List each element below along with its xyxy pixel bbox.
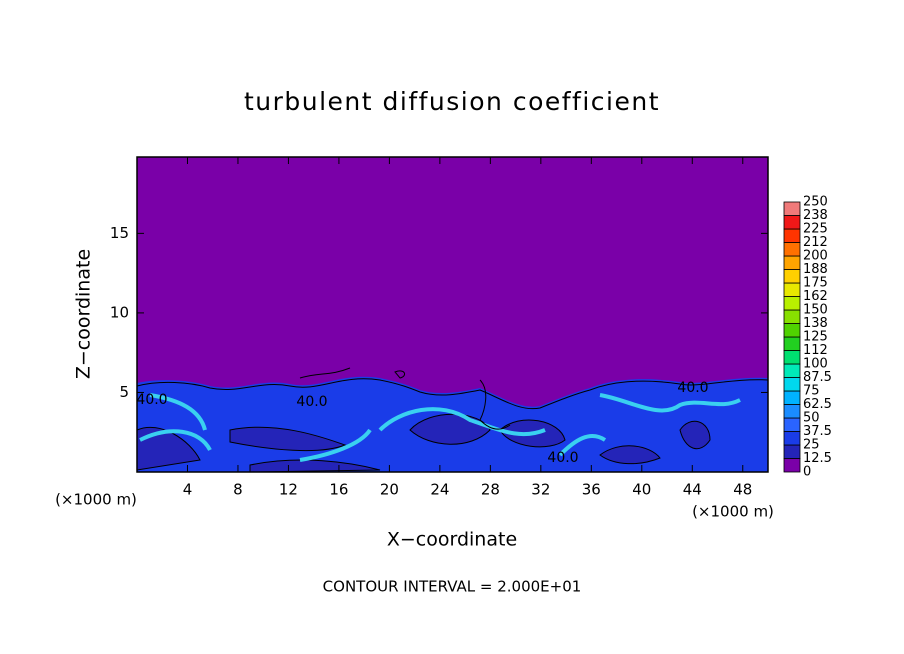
footnote: CONTOUR INTERVAL = 2.000E+01: [323, 578, 582, 596]
colorbar-cell: [783, 323, 801, 338]
low-region: [137, 413, 711, 472]
colorbar-cell: [783, 255, 801, 270]
x-tick-label: 40: [632, 481, 651, 499]
colorbar-cell: [783, 228, 801, 243]
colorbar-cell: [783, 215, 801, 230]
y-tick-label: 15: [110, 224, 129, 242]
x-tick-label: 16: [329, 481, 348, 499]
x-tick-label: 28: [481, 481, 500, 499]
colorbar-cell: [783, 309, 801, 324]
colorbar-label: 188: [803, 262, 828, 277]
colorbar-cell: [783, 390, 801, 405]
colorbar-cell: [783, 201, 801, 216]
colorbar-cell: [783, 282, 801, 297]
y-unit-label: (×1000 m): [55, 491, 137, 509]
colorbar-label: 62.5: [803, 397, 832, 412]
x-tick-label: 32: [531, 481, 550, 499]
x-tick-label: 20: [380, 481, 399, 499]
colorbar-label: 12.5: [803, 451, 832, 466]
colorbar-label: 225: [803, 222, 828, 237]
colorbar-cell: [783, 404, 801, 419]
colorbar-cell: [783, 269, 801, 284]
colorbar-label: 100: [803, 357, 828, 372]
colorbar-label: 250: [803, 195, 828, 210]
chart-title: turbulent diffusion coefficient: [244, 87, 660, 116]
colorbar-label: 125: [803, 330, 828, 345]
x-tick-label: 24: [430, 481, 449, 499]
contour-label: 40.0: [136, 392, 167, 408]
x-unit-label: (×1000 m): [692, 503, 774, 521]
colorbar-label: 150: [803, 303, 828, 318]
colorbar-label: 37.5: [803, 424, 832, 439]
colorbar-cell: [783, 377, 801, 392]
colorbar-label: 175: [803, 276, 828, 291]
x-axis-label: X−coordinate: [387, 529, 517, 551]
x-tick-label: 44: [683, 481, 702, 499]
colorbar-label: 112: [803, 343, 828, 358]
x-tick-label: 36: [582, 481, 601, 499]
colorbar-cell: [783, 242, 801, 257]
colorbar-cell: [783, 431, 801, 446]
contour-label: 40.0: [296, 394, 327, 410]
field: [137, 157, 768, 472]
colorbar-label: 238: [803, 208, 828, 223]
colorbar-label: 75: [803, 384, 820, 399]
y-tick-label: 5: [119, 383, 129, 401]
plot-frame: [136, 156, 769, 473]
colorbar-label: 50: [803, 411, 820, 426]
colorbar-cell: [783, 444, 801, 459]
colorbar-cell: [783, 458, 801, 473]
colorbar-label: 200: [803, 249, 828, 264]
x-tick-label: 8: [233, 481, 243, 499]
colorbar-label: 25: [803, 438, 820, 453]
colorbar-cell: [783, 350, 801, 365]
contour-label: 40.0: [547, 450, 578, 466]
colorbar-label: 138: [803, 316, 828, 331]
contour-label: 40.0: [677, 380, 708, 396]
x-tick-label: 4: [183, 481, 193, 499]
y-tick-label: 10: [110, 303, 129, 321]
x-tick-label: 48: [733, 481, 752, 499]
high-streak: [139, 393, 741, 462]
colorbar-label: 87.5: [803, 370, 832, 385]
y-axis-label: Z−coordinate: [73, 249, 95, 379]
x-tick-label: 12: [279, 481, 298, 499]
colorbar-label: 212: [803, 235, 828, 250]
colorbar-label: 0: [803, 465, 811, 480]
colorbar-cell: [783, 417, 801, 432]
colorbar-cell: [783, 363, 801, 378]
colorbar-cell: [783, 336, 801, 351]
colorbar-label: 162: [803, 289, 828, 304]
colorbar-cell: [783, 296, 801, 311]
contour-line: [137, 367, 768, 430]
